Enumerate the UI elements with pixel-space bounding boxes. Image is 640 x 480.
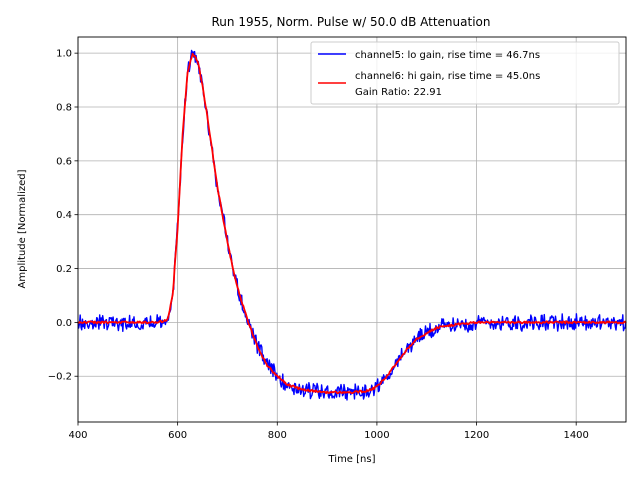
y-tick-label: 0.8 [56,103,72,114]
x-tick-label: 400 [68,430,87,441]
y-tick-label: 0.0 [56,318,72,329]
legend-box [310,41,620,105]
x-tick-label: 1200 [464,430,489,441]
series-layer [77,49,627,401]
tick-layer: 400 600 800 1000 1200 1400 −0.2 0.0 0.2 0.4 0.6 0.8… [48,49,589,441]
y-tick-label: 0.4 [56,210,72,221]
series-line-channel6 [77,52,627,395]
legend: channel5: lo gain, rise time = 46.7ns ch… [310,41,620,105]
x-tick-label: 1400 [563,430,588,441]
legend-label-gain-ratio: Gain Ratio: 22.91 [355,87,442,98]
y-tick-label: −0.2 [48,372,72,383]
x-tick-label: 600 [168,430,187,441]
y-axis-label: Amplitude [Normalized] [17,169,28,288]
plot-frame [77,36,627,423]
y-tick-label: 1.0 [56,49,72,60]
chart-title: Run 1955, Norm. Pulse w/ 50.0 dB Attenua… [212,15,491,29]
legend-label-channel5: channel5: lo gain, rise time = 46.7ns [355,50,540,61]
x-tick-label: 800 [268,430,287,441]
y-tick-label: 0.2 [56,264,72,275]
y-tick-label: 0.6 [56,156,72,167]
legend-label-channel6: channel6: hi gain, rise time = 45.0ns [355,71,540,82]
x-tick-label: 1000 [364,430,389,441]
x-axis-label: Time [ns] [327,454,375,465]
